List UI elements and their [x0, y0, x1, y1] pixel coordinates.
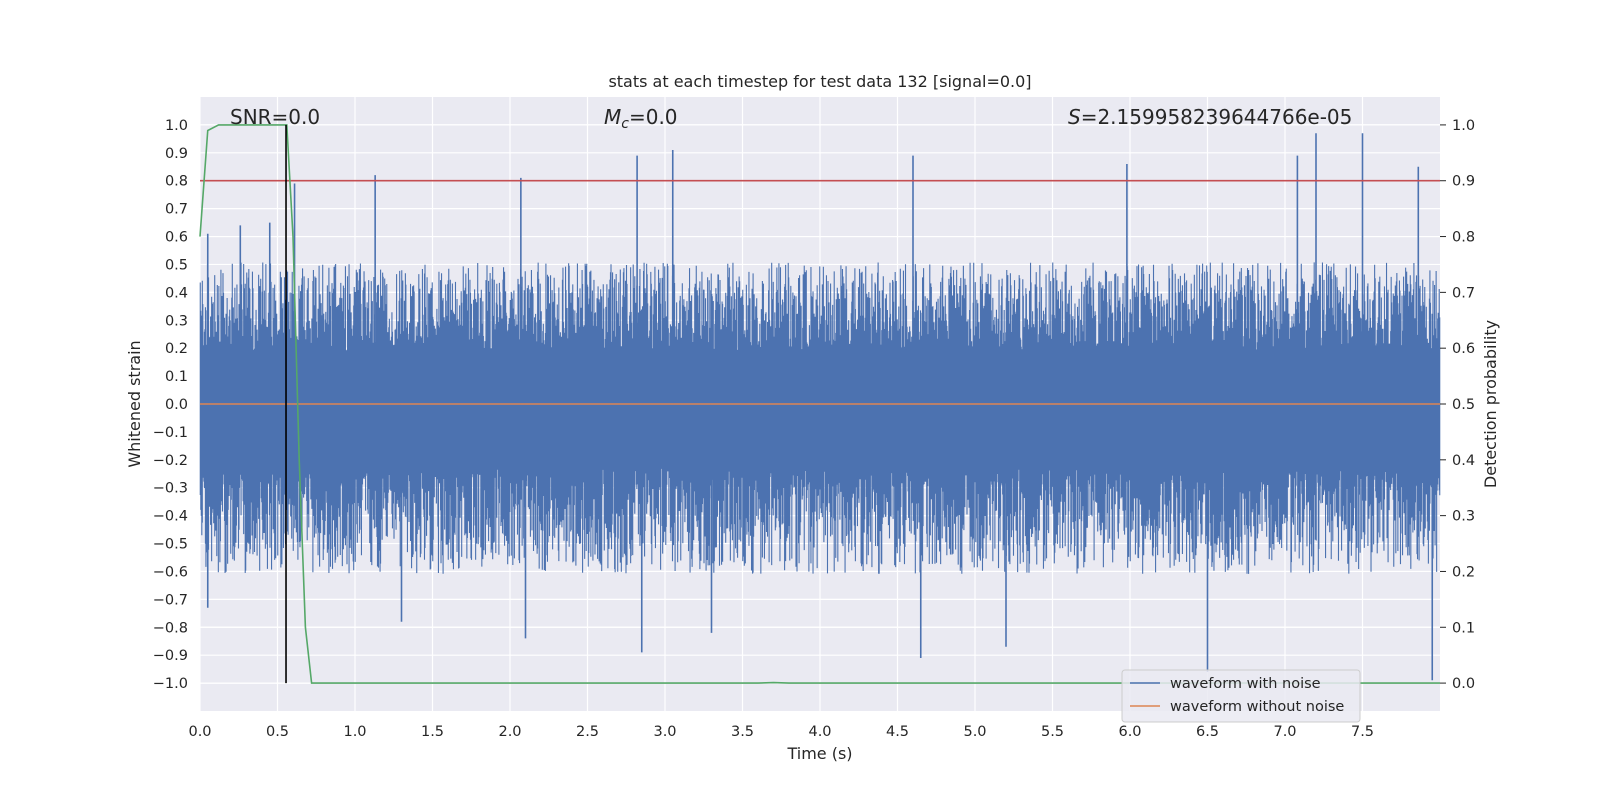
legend-box [1121, 669, 1361, 723]
y-tick-label: −0.5 [153, 537, 188, 553]
y-tick-label: 1.0 [165, 118, 188, 134]
y2-tick-label: 0.4 [1452, 453, 1475, 469]
x-tick-label: 4.0 [808, 724, 831, 740]
x-tick-label: 6.0 [1118, 724, 1141, 740]
legend: waveform with noise waveform without noi… [1121, 669, 1361, 723]
y2-axis-label: Detection probability [1481, 320, 1500, 488]
y2-tick-label: 0.2 [1452, 564, 1475, 580]
y-tick-label: 0.6 [165, 230, 188, 246]
y-tick-label: 0.7 [165, 202, 188, 218]
x-tick-label: 3.0 [653, 724, 676, 740]
y-axis-label: Whitened strain [125, 340, 144, 467]
x-tick-label: 2.5 [576, 724, 599, 740]
x-tick-label: 1.5 [421, 724, 444, 740]
y-tick-label: 0.9 [165, 146, 188, 162]
x-tick-label: 0.5 [266, 724, 289, 740]
chart-title: stats at each timestep for test data 132… [608, 72, 1031, 91]
x-tick-label: 7.0 [1273, 724, 1296, 740]
y2-tick-label: 0.0 [1452, 676, 1475, 692]
x-tick-label: 4.5 [886, 724, 909, 740]
y-tick-label: −1.0 [153, 676, 188, 692]
y-tick-label: −0.9 [153, 648, 188, 664]
x-tick-label: 5.5 [1041, 724, 1064, 740]
s-value: =2.159958239644766e-05 [1081, 105, 1353, 129]
y-tick-label: 0.4 [165, 285, 188, 301]
y2-tick-label: 0.7 [1452, 285, 1475, 301]
y-tick-label: 0.1 [165, 369, 188, 385]
x-tick-label: 2.0 [498, 724, 521, 740]
y2-tick-label: 0.8 [1452, 230, 1475, 246]
y-tick-label: −0.2 [153, 453, 188, 469]
y-tick-label: −0.3 [153, 481, 188, 497]
y2-tick-label: 1.0 [1452, 118, 1475, 134]
y-tick-label: −0.8 [153, 620, 188, 636]
y2-tick-label: 0.5 [1452, 397, 1475, 413]
legend-entry-noise: waveform with noise [1170, 676, 1321, 692]
y-tick-label: 0.5 [165, 257, 188, 273]
x-tick-label: 5.0 [963, 724, 986, 740]
x-tick-label: 3.5 [731, 724, 754, 740]
y-tick-label: −0.1 [153, 425, 188, 441]
legend-entry-clean: waveform without noise [1170, 699, 1344, 715]
s-symbol: S [1068, 105, 1081, 129]
mc-value: =0.0 [629, 105, 678, 129]
y-tick-label: −0.7 [153, 592, 188, 608]
y-tick-label: 0.3 [165, 313, 188, 329]
series-detection-probability [199, 124, 1440, 684]
y-tick-label: 0.2 [165, 341, 188, 357]
y-tick-label: −0.4 [153, 509, 188, 525]
y2-tick-label: 0.3 [1452, 509, 1475, 525]
x-tick-label: 0.0 [188, 724, 211, 740]
s-annotation: S=2.159958239644766e-05 [1068, 105, 1352, 129]
y-tick-label: 0.8 [165, 174, 188, 190]
y2-tick-label: 0.6 [1452, 341, 1475, 357]
x-tick-label: 1.0 [343, 724, 366, 740]
y2-tick-label: 0.1 [1452, 620, 1475, 636]
mc-subscript: c [621, 116, 629, 132]
x-tick-label: 6.5 [1196, 724, 1219, 740]
mc-annotation: Mc=0.0 [604, 105, 678, 132]
y-tick-label: −0.6 [153, 564, 188, 580]
x-axis-label: Time (s) [786, 744, 852, 763]
x-tick-label: 7.5 [1351, 724, 1374, 740]
y-tick-label: 0.0 [165, 397, 188, 413]
snr-annotation: SNR=0.0 [230, 105, 320, 129]
series-layer [199, 124, 1441, 684]
mc-symbol: M [604, 105, 621, 129]
y2-tick-label: 0.9 [1452, 174, 1475, 190]
ticks-layer: 0.0 0.5 1.0 1.5 2.0 2.5 3.0 3.5 4.0 4.5 5.0 5.5 6.0 6… [153, 118, 1475, 740]
